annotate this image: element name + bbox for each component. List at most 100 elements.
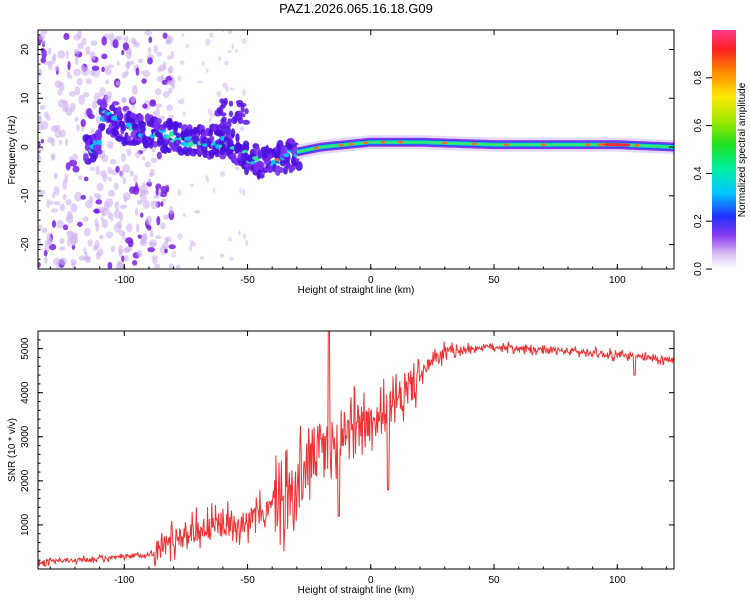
- spectral-core: [254, 156, 260, 163]
- noise-blob: [143, 69, 150, 78]
- snr-panel: -100 -50 0 50 100 1000 2000 3000 4000 5000 Height…: [7, 330, 675, 596]
- spectral-blob: [120, 123, 127, 132]
- noise-blob: [166, 80, 174, 86]
- spectral-blob: [209, 135, 215, 142]
- noise-blob: [80, 194, 87, 200]
- noise-blob: [46, 198, 50, 209]
- noise-blob: [131, 84, 138, 95]
- noise-blob: [87, 239, 93, 247]
- noise-blob: [163, 214, 169, 220]
- x-tick-label: 0: [368, 575, 374, 586]
- noise-blob: [95, 199, 103, 205]
- noise-blob: [121, 255, 125, 263]
- noise-blob: [52, 257, 61, 266]
- noise-blob: [162, 60, 167, 71]
- snr-ylabel: SNR (10 * v/v): [7, 418, 18, 482]
- y-tick-label: 20: [20, 44, 31, 56]
- noise-blob: [154, 88, 162, 96]
- noise-blob: [126, 151, 132, 156]
- noise-blob: [54, 128, 62, 139]
- colorbar-gradient: [712, 30, 736, 269]
- snr-series-line: [38, 331, 674, 567]
- spectral-blob: [235, 133, 240, 143]
- band-core: [296, 141, 674, 153]
- noise-blob: [80, 119, 86, 127]
- noise-blob: [197, 80, 203, 84]
- noise-blob: [238, 229, 241, 236]
- snr-xlabel: Height of straight line (km): [298, 585, 415, 596]
- noise-blob: [130, 95, 136, 103]
- noise-blob: [216, 90, 222, 98]
- noise-blob: [165, 185, 170, 193]
- noise-blob: [89, 51, 94, 60]
- noise-blob: [73, 68, 81, 77]
- spectral-blob: [230, 128, 236, 138]
- noise-blob: [123, 254, 129, 262]
- spectral-blob: [166, 147, 172, 154]
- spectral-blob: [220, 99, 227, 108]
- noise-blob: [113, 182, 119, 191]
- noise-blob: [78, 94, 86, 105]
- noise-blob: [94, 239, 100, 250]
- y-tick-label: 1000: [20, 513, 31, 536]
- spectral-core: [215, 144, 220, 149]
- noise-blob: [101, 36, 107, 46]
- noise-blob: [107, 261, 113, 269]
- noise-blob: [217, 56, 222, 62]
- noise-blob: [101, 218, 109, 229]
- noise-blob: [179, 60, 185, 65]
- noise-blob: [185, 43, 190, 49]
- x-tick-label: 50: [488, 575, 500, 586]
- noise-blob: [113, 223, 122, 233]
- noise-blob: [134, 207, 139, 217]
- spectral-blob: [228, 110, 234, 118]
- noise-blob: [101, 66, 105, 73]
- y-tick-label: 0: [20, 144, 31, 150]
- noise-blob: [220, 170, 226, 178]
- noise-blob: [156, 51, 162, 57]
- spectral-blob: [221, 116, 227, 123]
- colorbar-label: Normalized spectral amplitude: [737, 82, 748, 217]
- noise-blob: [142, 155, 146, 161]
- spectrogram-frame: [37, 29, 675, 270]
- spectral-blob: [154, 117, 162, 125]
- noise-blob: [41, 40, 47, 45]
- noise-blob: [242, 88, 246, 96]
- x-tick-label: -100: [114, 275, 134, 286]
- noise-blob: [121, 263, 126, 269]
- noise-blob: [122, 42, 130, 51]
- noise-blob: [72, 165, 80, 173]
- noise-blob: [123, 195, 128, 203]
- noise-blob: [51, 55, 56, 65]
- spectral-blob: [220, 112, 227, 117]
- noise-blob: [156, 75, 164, 82]
- noise-blob: [100, 216, 104, 221]
- noise-blob: [139, 192, 147, 202]
- noise-blob: [94, 208, 99, 214]
- spectral-core: [125, 122, 132, 128]
- x-tick-label: -50: [240, 575, 255, 586]
- x-tick-label: -50: [240, 275, 255, 286]
- noise-blob: [162, 91, 170, 99]
- colorbar-tick-label: 0.0: [693, 262, 704, 276]
- noise-blob: [107, 209, 112, 220]
- noise-blob: [65, 50, 69, 60]
- y-tick-label: -10: [20, 188, 31, 203]
- noise-blob: [142, 200, 150, 209]
- noise-blob: [69, 159, 78, 167]
- noise-blob: [85, 78, 92, 85]
- noise-blob: [65, 198, 72, 206]
- noise-blob: [74, 55, 79, 66]
- noise-blob: [224, 60, 229, 66]
- spectral-blob: [242, 119, 250, 125]
- noise-blob: [134, 182, 138, 192]
- noise-blob: [108, 190, 116, 197]
- noise-blob: [57, 89, 63, 96]
- noise-blob: [116, 35, 123, 41]
- colorbar-tick-label: 0.4: [693, 166, 704, 180]
- spectral-blob: [236, 143, 244, 149]
- y-tick-label: 4000: [20, 381, 31, 404]
- noise-blob: [127, 240, 134, 248]
- spectral-blob: [96, 149, 103, 155]
- spectral-blob: [99, 100, 108, 110]
